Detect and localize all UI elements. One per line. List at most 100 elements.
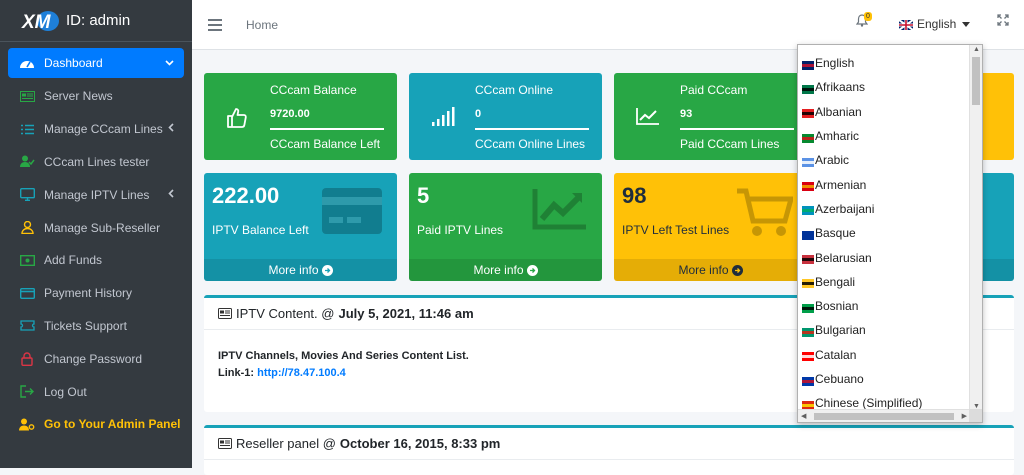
panel-date: October 16, 2015, 8:33 pm: [339, 436, 501, 451]
scroll-up-icon[interactable]: ▲: [973, 46, 980, 53]
language-option[interactable]: Afrikaans: [798, 75, 970, 99]
vertical-scrollbar[interactable]: ▲ ▼: [969, 45, 982, 411]
language-option-label: English: [815, 56, 855, 71]
sidebar-item-label: Manage Sub-Reseller: [44, 220, 161, 235]
language-option-label: Arabic: [815, 153, 850, 168]
iptv-test-lines-box: 98 IPTV Left Test Lines More info: [614, 173, 807, 281]
sidebar-item-payment-history[interactable]: Payment History: [8, 277, 184, 310]
language-option[interactable]: English: [798, 51, 970, 75]
more-info-link[interactable]: More info: [409, 259, 602, 281]
panel-title: IPTV Content. @: [236, 306, 335, 321]
brand[interactable]: XM ID: admin: [0, 0, 192, 42]
language-dropdown[interactable]: English Afrikaans Albanian Amharic Arabic Arm…: [797, 44, 983, 423]
flag-icon: [802, 83, 814, 94]
shopping-cart-icon: [735, 187, 795, 242]
sidebar-item-label: Dashboard: [44, 56, 103, 70]
language-option-label: Bengali: [815, 274, 856, 289]
flag-icon: [802, 204, 814, 216]
sidebar-item-server-news[interactable]: Server News: [8, 80, 184, 113]
language-option-label: Amharic: [815, 129, 860, 144]
sidebar: XM ID: admin Dashboard Server News Manage …: [0, 0, 192, 468]
language-option[interactable]: Albanian: [798, 100, 970, 124]
language-option-label: Belarusian: [815, 250, 872, 265]
flag-icon: [802, 375, 814, 386]
language-option-label: Cebuano: [815, 372, 864, 386]
panel-header: Reseller panel @ October 16, 2015, 8:33 …: [204, 428, 1014, 460]
flag-icon: [802, 132, 814, 143]
money-icon: [18, 253, 36, 267]
more-info-label: More info: [678, 263, 729, 277]
credit-card-icon: [321, 187, 383, 238]
stat-value: 222.00: [212, 183, 280, 208]
sidebar-item-manage-iptv-lines[interactable]: Manage IPTV Lines: [8, 178, 184, 211]
flag-icon: [802, 326, 814, 337]
language-option[interactable]: Azerbaijani: [798, 197, 970, 221]
xm-logo: XM: [20, 9, 60, 33]
fullscreen-button[interactable]: [997, 14, 1009, 29]
notifications-button[interactable]: 0: [855, 12, 872, 30]
sidebar-item-label: Log Out: [44, 384, 87, 399]
language-dropdown-button[interactable]: English: [898, 17, 971, 31]
sidebar-item-dashboard[interactable]: Dashboard: [8, 48, 184, 78]
scroll-right-icon[interactable]: ▶: [961, 413, 967, 420]
language-option-label: Bulgarian: [815, 323, 866, 338]
language-option[interactable]: Chinese (Simplified): [798, 391, 970, 415]
expand-icon: [997, 14, 1009, 26]
brand-text: ID: admin: [66, 12, 131, 29]
panel-title: Reseller panel @: [236, 436, 336, 451]
language-option[interactable]: Amharic: [798, 124, 970, 148]
language-option[interactable]: Armenian: [798, 172, 970, 196]
home-link[interactable]: Home: [246, 17, 279, 32]
language-option[interactable]: Cebuano: [798, 367, 970, 391]
horizontal-scrollbar[interactable]: ◀ ▶: [798, 409, 970, 422]
chevron-left-icon: [168, 123, 174, 135]
sidebar-item-change-password[interactable]: Change Password: [8, 342, 184, 375]
scrollbar-thumb[interactable]: [814, 413, 954, 420]
monitor-icon: [18, 188, 36, 202]
card-value: 9720.00: [270, 108, 310, 120]
language-option[interactable]: Basque: [798, 221, 970, 245]
flag-icon: [802, 302, 814, 313]
card-title: CCcam Online: [475, 83, 554, 97]
scrollbar-thumb[interactable]: [972, 57, 980, 105]
card-footer: CCcam Balance Left: [270, 137, 381, 151]
sidebar-item-manage-cccam-lines[interactable]: Manage CCcam Lines: [8, 113, 184, 146]
more-info-link[interactable]: More info: [614, 259, 807, 281]
language-option-label: Afrikaans: [815, 80, 866, 95]
flag-icon: [802, 399, 814, 410]
more-info-link[interactable]: More info: [204, 259, 397, 281]
more-info-label: More info: [268, 263, 319, 277]
card-footer: Paid CCcam Lines: [680, 137, 780, 151]
language-option[interactable]: Bulgarian: [798, 318, 970, 342]
sidebar-item-manage-sub-reseller[interactable]: Manage Sub-Reseller: [8, 211, 184, 244]
iptv-content-link[interactable]: http://78.47.100.4: [257, 367, 346, 379]
newspaper-icon: [218, 308, 232, 319]
language-option[interactable]: Bengali: [798, 270, 970, 294]
flag-icon: [802, 253, 814, 265]
tachometer-icon: [18, 56, 36, 70]
stat-label: IPTV Balance Left: [212, 223, 309, 237]
sidebar-item-log-out[interactable]: Log Out: [8, 375, 184, 408]
scroll-left-icon[interactable]: ◀: [801, 413, 807, 420]
flag-icon: [802, 107, 814, 119]
sidebar-item-add-funds[interactable]: Add Funds: [8, 244, 184, 277]
sidebar-item-admin-panel[interactable]: Go to Your Admin Panel: [8, 408, 184, 441]
svg-text:XM: XM: [21, 12, 52, 33]
sidebar-item-cccam-lines-tester[interactable]: CCcam Lines tester: [8, 146, 184, 179]
language-option[interactable]: Arabic: [798, 148, 970, 172]
flag-icon: [802, 350, 814, 362]
cccam-online-card: CCcam Online 0 CCcam Online Lines: [409, 73, 602, 160]
sidebar-nav: Dashboard Server News Manage CCcam Lines CC…: [0, 42, 192, 441]
flag-icon: [802, 229, 814, 240]
card-value: 93: [680, 108, 693, 120]
language-option[interactable]: Bosnian: [798, 294, 970, 318]
language-option-label: Azerbaijani: [815, 201, 875, 216]
scroll-down-icon[interactable]: ▼: [973, 403, 980, 410]
sidebar-item-tickets-support[interactable]: Tickets Support: [8, 310, 184, 343]
menu-toggle-icon[interactable]: [208, 18, 222, 31]
sidebar-item-label: Tickets Support: [44, 318, 127, 333]
language-option[interactable]: Belarusian: [798, 245, 970, 269]
flag-icon: [802, 277, 814, 289]
language-option[interactable]: Catalan: [798, 343, 970, 367]
ticket-icon: [18, 319, 36, 333]
